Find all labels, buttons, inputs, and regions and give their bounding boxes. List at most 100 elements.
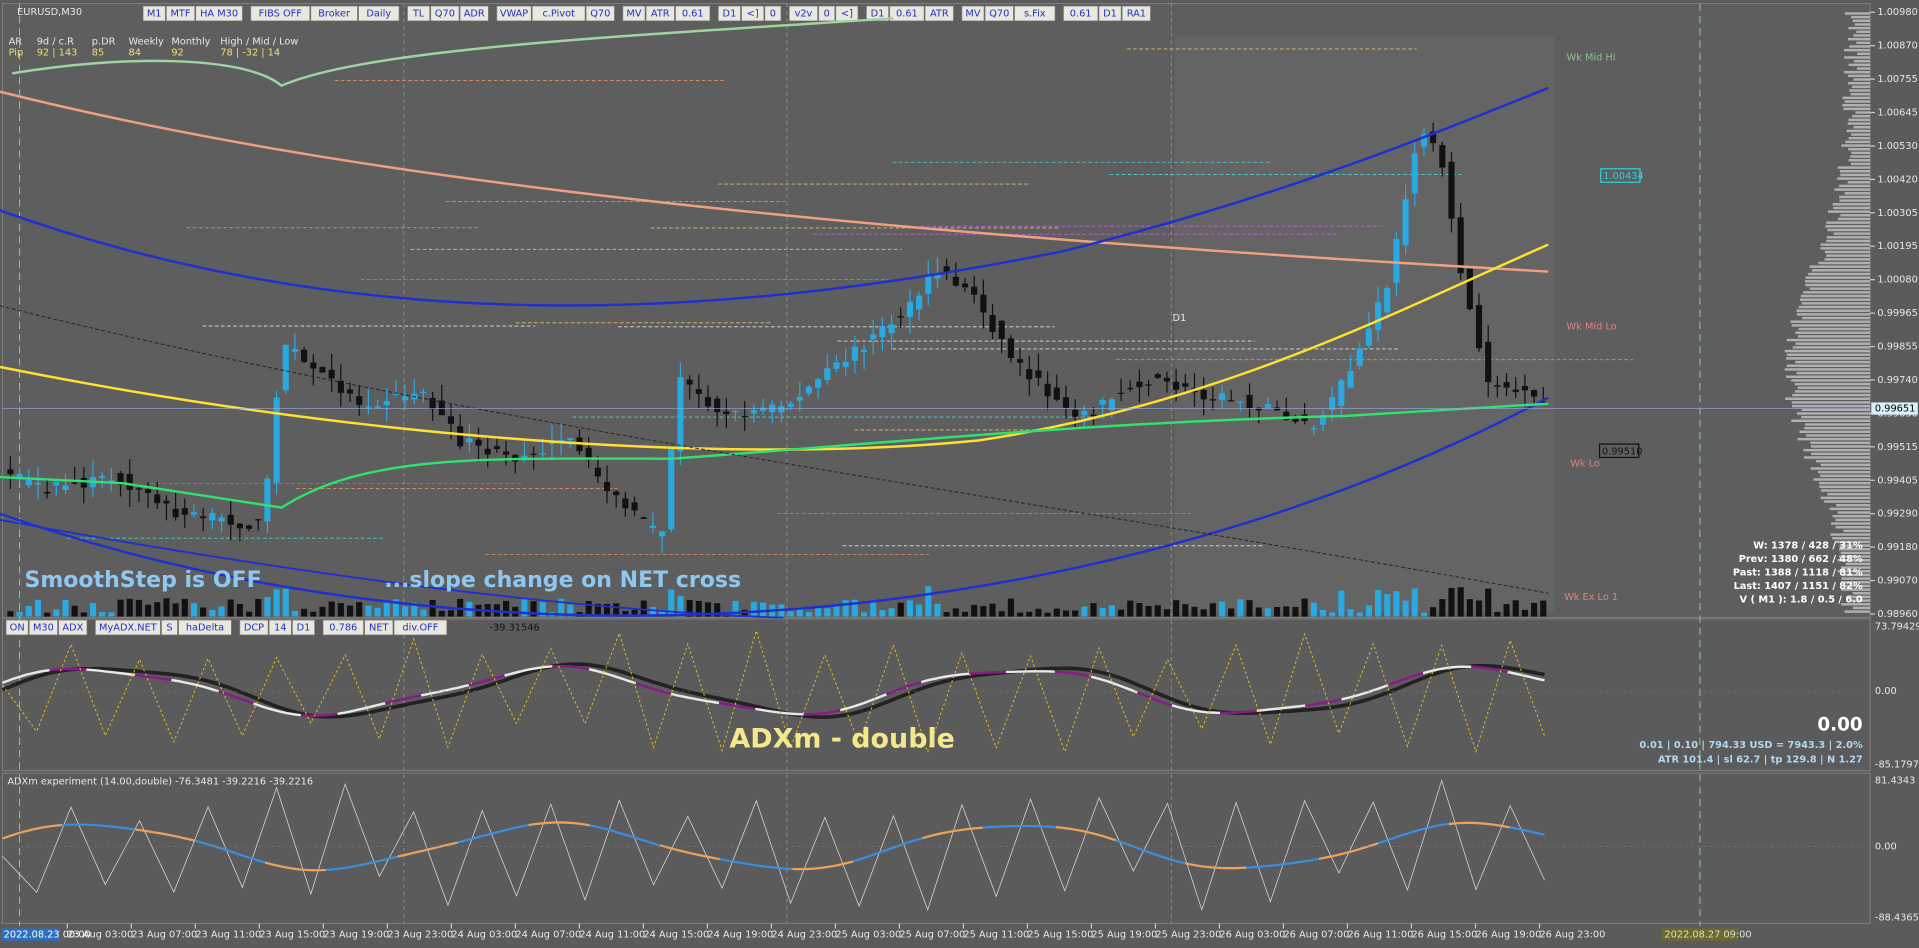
profile [1835,525,1871,529]
toolbar-button [5,619,29,636]
profile [1795,360,1871,364]
candle [365,406,372,408]
toolbar-label: Q70 [435,8,455,19]
candle [1136,381,1143,388]
candle [1430,131,1437,144]
volume [1145,605,1152,617]
readout: -39.31546 [490,623,540,634]
profile [1852,606,1871,610]
candle [888,324,895,334]
volume [1466,599,1473,617]
profile [1809,265,1871,268]
volume [1420,612,1428,617]
lower-band-2 [0,518,784,619]
price-label: 1.00645 [1877,108,1917,119]
toolbar-label: 0.61 [682,8,704,19]
volume [796,607,803,617]
candle [1457,217,1464,274]
volume [1393,591,1400,617]
level-label: Wk Mid Lo [1567,322,1617,333]
volume [1053,608,1060,617]
volume [99,612,106,617]
yellow-ma [0,243,1549,451]
time-label: 25 Aug 07:00 [899,930,965,941]
profile [1837,177,1871,180]
info-header: p.DR [92,37,116,48]
volume [1365,605,1372,617]
volume [916,604,923,617]
profile [1825,225,1871,228]
candle [1108,399,1115,411]
toolbar-button [961,5,985,22]
profile [1846,595,1871,599]
volume [80,612,87,617]
volume [245,611,253,617]
toolbar-button [239,619,269,636]
profile [1817,470,1871,474]
toolbar-button [268,619,292,636]
volume [1218,601,1226,617]
candle [879,326,886,338]
level-label: Wk Ex Lo 1 [1564,592,1618,603]
volume [631,609,638,617]
volume [704,602,712,617]
candle [1466,268,1473,310]
candle [1255,407,1262,411]
profile [1796,371,1871,375]
volume [1531,602,1538,617]
toolbar-label: M30 [33,623,54,634]
dotted-trend [0,305,1549,594]
volume [842,600,849,617]
stat-line: Prev: 1380 / 662 / 48% [1739,554,1863,565]
profile [1803,448,1871,452]
candle [1338,380,1345,406]
volume [117,599,124,617]
price-label: 0.99515 [1877,442,1917,453]
profile [1819,481,1871,485]
toolbar-label: ADX [62,623,83,634]
volume [1200,609,1207,617]
candle [916,295,923,310]
indicator-line [1,662,1545,719]
profile [1801,408,1871,412]
candle [1402,199,1409,246]
candle [594,467,601,477]
volume [1237,599,1244,617]
candle [787,403,794,407]
candle [558,439,565,442]
candle [402,396,409,401]
candle [438,400,445,416]
stat-line: Past: 1388 / 1118 / 81% [1733,567,1863,578]
volume [539,602,546,617]
profile [1855,111,1871,114]
toolbar-button [1063,5,1099,22]
candle [1347,370,1354,388]
candle [677,377,684,452]
toolbar-button [622,5,646,22]
candle [1374,302,1382,331]
volume [1411,588,1418,617]
profile [1812,269,1871,272]
profile [1847,37,1871,41]
candle [503,451,510,455]
profile [1791,324,1871,327]
volume [1264,608,1271,617]
volume [447,610,455,617]
profile [1851,85,1871,89]
profile [1798,305,1871,309]
candle [282,344,289,391]
candle [255,519,262,521]
profile [1842,103,1871,107]
profile [1795,342,1871,345]
volume [1448,588,1455,617]
candle [1503,382,1510,388]
scale-label: -88.4365 [1875,912,1919,923]
volume [558,598,565,617]
time-label: 23 Aug 11:00 [195,930,261,941]
profile [1853,125,1871,129]
candle [603,481,611,492]
profile [1799,430,1871,434]
price-label: 0.99290 [1877,509,1917,520]
profile [1848,81,1871,85]
box [1600,168,1641,183]
